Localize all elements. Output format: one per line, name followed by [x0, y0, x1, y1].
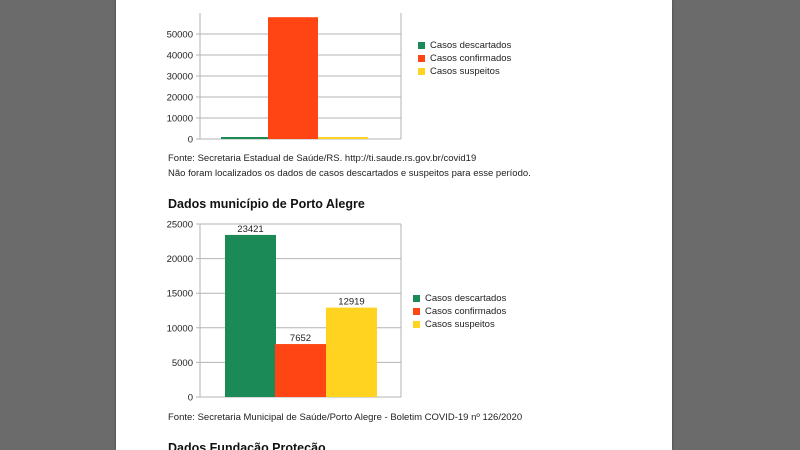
y-tick-label: 20000	[167, 254, 193, 265]
legend-item-confirmados: Casos confirmados	[418, 52, 511, 65]
state-chart-legend: Casos descartados Casos confirmados Caso…	[418, 39, 511, 78]
porto-alegre-source-note: Fonte: Secretaria Municipal de Saúde/Por…	[168, 412, 523, 423]
document-page: 0 10000 20000 30000 40000 50000 Casos descart…	[116, 0, 672, 450]
y-tick-label: 0	[188, 393, 193, 404]
state-source-note: Fonte: Secretaria Estadual de Saúde/RS. …	[168, 153, 477, 164]
legend-label-confirmados: Casos confirmados	[425, 306, 507, 317]
porto-alegre-chart-legend: Casos descartados Casos confirmados Caso…	[413, 292, 506, 331]
data-label-confirmados: 7652	[290, 333, 311, 344]
fundacao-heading: Dados Fundação Proteção	[168, 441, 326, 450]
legend-swatch-descartados	[418, 42, 425, 49]
legend-item-descartados: Casos descartados	[418, 39, 511, 52]
legend-label-suspeitos: Casos suspeitos	[425, 319, 495, 330]
legend-label-descartados: Casos descartados	[430, 40, 512, 51]
bar-confirmados	[275, 344, 326, 397]
y-tick-label: 40000	[167, 51, 193, 62]
porto-alegre-cases-chart-svg: 0 5000 10000 15000 20000 25000 23421 7652 12919	[167, 220, 402, 404]
legend-swatch-descartados	[413, 295, 420, 302]
legend-label-confirmados: Casos confirmados	[430, 53, 512, 64]
bar-descartados	[221, 137, 271, 139]
legend-item-suspeitos: Casos suspeitos	[413, 318, 506, 331]
y-tick-label: 15000	[167, 289, 193, 300]
y-tick-label: 5000	[172, 358, 193, 369]
y-tick-label: 50000	[167, 30, 193, 41]
y-tick-label: 20000	[167, 93, 193, 104]
bar-confirmados	[268, 17, 318, 140]
y-tick-label: 25000	[167, 220, 193, 231]
bar-suspeitos	[326, 307, 377, 397]
legend-swatch-confirmados	[418, 55, 425, 62]
legend-item-suspeitos: Casos suspeitos	[418, 65, 511, 78]
y-tick-label: 10000	[167, 323, 193, 334]
legend-item-descartados: Casos descartados	[413, 292, 506, 305]
state-cases-chart-svg: 0 10000 20000 30000 40000 50000	[167, 13, 402, 146]
bar-suspeitos	[318, 137, 368, 139]
legend-label-descartados: Casos descartados	[425, 293, 507, 304]
bar-descartados	[225, 234, 276, 397]
legend-swatch-suspeitos	[418, 68, 425, 75]
y-tick-label: 30000	[167, 72, 193, 83]
data-label-suspeitos: 12919	[338, 297, 364, 308]
y-tick-label: 0	[188, 135, 193, 146]
data-label-descartados: 23421	[237, 224, 263, 235]
legend-label-suspeitos: Casos suspeitos	[430, 66, 500, 77]
legend-swatch-suspeitos	[413, 321, 420, 328]
legend-item-confirmados: Casos confirmados	[413, 305, 506, 318]
legend-swatch-confirmados	[413, 308, 420, 315]
y-tick-label: 10000	[167, 114, 193, 125]
porto-alegre-heading: Dados município de Porto Alegre	[168, 197, 365, 211]
missing-data-note: Não foram localizados os dados de casos …	[168, 168, 531, 179]
